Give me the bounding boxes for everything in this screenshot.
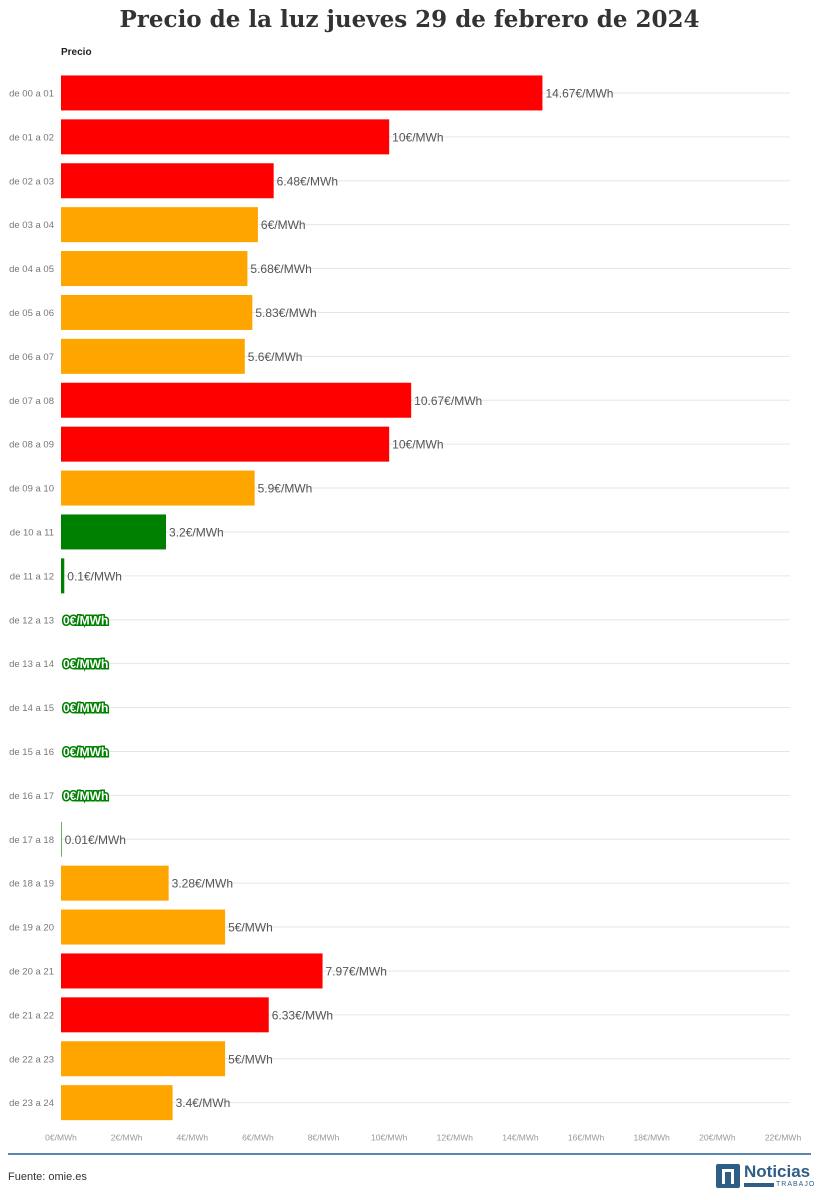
x-tick-label: 12€/MWh bbox=[437, 1133, 474, 1143]
data-label: 5.68€/MWh bbox=[250, 262, 311, 276]
category-label: de 02 a 03 bbox=[9, 176, 54, 187]
bar bbox=[61, 119, 390, 155]
noticias-trabajo-logo[interactable]: Noticias TRABAJO bbox=[716, 1162, 816, 1189]
category-label: de 09 a 10 bbox=[9, 484, 54, 495]
x-tick-label: 4€/MWh bbox=[176, 1133, 208, 1143]
bar bbox=[61, 426, 390, 462]
category-label: de 04 a 05 bbox=[9, 264, 54, 275]
category-label: de 12 a 13 bbox=[9, 615, 54, 626]
footer-divider bbox=[8, 1153, 811, 1155]
data-label: 7.97€/MWh bbox=[326, 964, 387, 978]
data-label: 5€/MWh bbox=[228, 1052, 273, 1066]
category-label: de 00 a 01 bbox=[9, 88, 54, 99]
bar bbox=[61, 207, 258, 243]
data-label: 0€/MWh bbox=[63, 701, 108, 715]
category-label: de 22 a 23 bbox=[9, 1054, 54, 1065]
x-tick-label: 22€/MWh bbox=[765, 1133, 802, 1143]
category-label: de 16 a 17 bbox=[9, 791, 54, 802]
x-tick-label: 16€/MWh bbox=[568, 1133, 605, 1143]
bar bbox=[61, 470, 255, 506]
bar bbox=[61, 338, 245, 374]
bar bbox=[61, 909, 226, 945]
x-tick-label: 18€/MWh bbox=[634, 1133, 671, 1143]
data-label: 0€/MWh bbox=[63, 745, 108, 759]
column-label: Precio bbox=[61, 47, 92, 58]
category-label: de 13 a 14 bbox=[9, 659, 54, 670]
data-label: 3.2€/MWh bbox=[169, 525, 224, 539]
data-label: 10€/MWh bbox=[392, 130, 443, 144]
bar bbox=[61, 294, 253, 330]
bar bbox=[61, 382, 412, 418]
category-label: de 17 a 18 bbox=[9, 835, 54, 846]
category-label: de 18 a 19 bbox=[9, 879, 54, 890]
x-tick-label: 2€/MWh bbox=[111, 1133, 143, 1143]
category-label: de 21 a 22 bbox=[9, 1010, 54, 1021]
data-label: 10.67€/MWh bbox=[414, 394, 482, 408]
logo-name: Noticias bbox=[744, 1162, 811, 1181]
bar bbox=[61, 865, 169, 901]
x-tick-label: 8€/MWh bbox=[308, 1133, 340, 1143]
category-label: de 11 a 12 bbox=[10, 571, 54, 582]
category-label: de 05 a 06 bbox=[9, 308, 54, 319]
data-label: 6.33€/MWh bbox=[272, 1008, 333, 1022]
category-label: de 03 a 04 bbox=[9, 220, 54, 231]
data-label: 0€/MWh bbox=[63, 789, 108, 803]
category-label: de 07 a 08 bbox=[9, 396, 54, 407]
x-tick-label: 20€/MWh bbox=[699, 1133, 736, 1143]
bar bbox=[61, 1085, 173, 1121]
data-label: 5.83€/MWh bbox=[255, 306, 316, 320]
data-label: 0€/MWh bbox=[63, 657, 108, 671]
bar bbox=[61, 163, 274, 199]
bar bbox=[61, 953, 323, 989]
bar bbox=[61, 997, 269, 1033]
category-label: de 19 a 20 bbox=[9, 923, 54, 934]
category-label: de 15 a 16 bbox=[9, 747, 54, 758]
source-note: Fuente: omie.es bbox=[8, 1171, 87, 1183]
data-label: 0€/MWh bbox=[63, 613, 108, 627]
category-label: de 01 a 02 bbox=[9, 132, 54, 143]
data-label: 6.48€/MWh bbox=[277, 174, 338, 188]
data-label: 3.28€/MWh bbox=[172, 877, 233, 891]
x-tick-label: 6€/MWh bbox=[242, 1133, 274, 1143]
category-label: de 14 a 15 bbox=[9, 703, 54, 714]
bar-chart: 0€/MWh 2€/MWh 4€/MWh 6€/MWh 8€/MWh 10€/MWh 12€… bbox=[9, 75, 802, 1143]
bar bbox=[61, 251, 248, 287]
bar bbox=[61, 558, 65, 594]
data-label: 0.01€/MWh bbox=[65, 833, 126, 847]
x-tick-label: 14€/MWh bbox=[502, 1133, 539, 1143]
data-label: 0.1€/MWh bbox=[67, 569, 122, 583]
bar bbox=[61, 75, 543, 111]
data-label: 10€/MWh bbox=[392, 438, 443, 452]
x-tick-label: 10€/MWh bbox=[371, 1133, 408, 1143]
x-tick-label: 0€/MWh bbox=[45, 1133, 77, 1143]
noticias-trabajo-logo-icon bbox=[716, 1164, 740, 1188]
logo-subtitle: TRABAJO bbox=[776, 1181, 816, 1188]
bar bbox=[61, 514, 167, 550]
category-label: de 08 a 09 bbox=[9, 440, 54, 451]
bar bbox=[61, 821, 62, 857]
data-label: 6€/MWh bbox=[261, 218, 306, 232]
category-label: de 23 a 24 bbox=[9, 1098, 54, 1109]
data-label: 5.9€/MWh bbox=[258, 482, 313, 496]
category-label: de 06 a 07 bbox=[9, 352, 54, 363]
category-label: de 10 a 11 bbox=[10, 527, 54, 538]
data-label: 5€/MWh bbox=[228, 921, 273, 935]
data-label: 5.6€/MWh bbox=[248, 350, 303, 364]
bar bbox=[61, 1041, 226, 1077]
data-label: 3.4€/MWh bbox=[176, 1096, 231, 1110]
data-label: 14.67€/MWh bbox=[545, 86, 613, 100]
category-label: de 20 a 21 bbox=[9, 966, 54, 977]
chart-title: Precio de la luz jueves 29 de febrero de… bbox=[119, 6, 700, 33]
